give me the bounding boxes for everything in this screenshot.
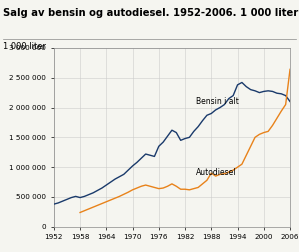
Text: Salg av bensin og autodiesel. 1952-2006. 1 000 liter: Salg av bensin og autodiesel. 1952-2006.…: [3, 8, 298, 18]
Text: Bensin i alt: Bensin i alt: [196, 97, 239, 106]
Text: 1 000 liter: 1 000 liter: [3, 42, 46, 51]
Text: Autodiesel: Autodiesel: [196, 168, 237, 177]
